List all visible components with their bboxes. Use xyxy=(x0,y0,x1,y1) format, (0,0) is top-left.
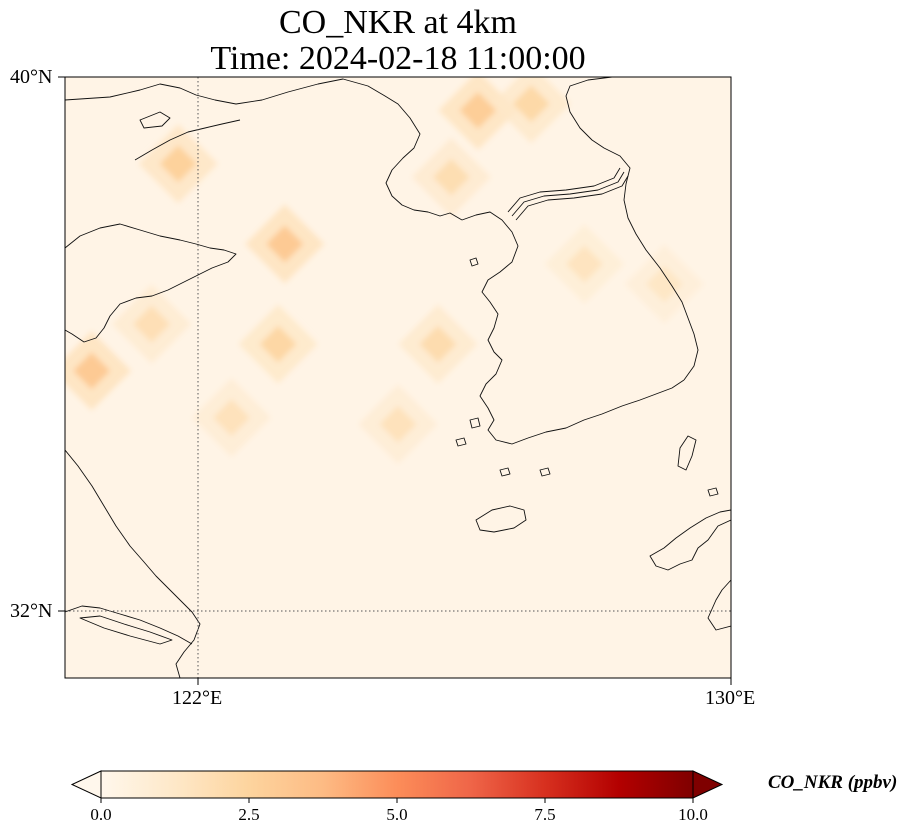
colorbar-tick-label-4: 10.0 xyxy=(678,805,708,824)
colorbar-max-extend xyxy=(692,770,724,799)
coastline-korea-east xyxy=(565,77,699,381)
coastline-kyushu-south xyxy=(707,579,731,631)
lon-label-122e: 122°E xyxy=(172,687,223,709)
hotspot-core-11 xyxy=(566,245,603,283)
hotspot-core-4 xyxy=(266,225,304,263)
hotspot-core-12 xyxy=(646,265,683,303)
coastline-shandong xyxy=(65,223,237,343)
coastline-islets xyxy=(455,257,719,497)
coastline-bohai-islands xyxy=(139,111,171,129)
colorbar xyxy=(70,770,724,803)
title-line-2: Time: 2024-02-18 11:00:00 xyxy=(210,40,586,77)
coastline-chongming xyxy=(79,615,173,645)
hotspot-core-7 xyxy=(259,325,297,363)
colorbar-tick-label-1: 2.5 xyxy=(238,805,260,824)
coastline-jeju xyxy=(475,505,527,533)
dmz-line-2 xyxy=(511,171,625,217)
colorbar-min-extend xyxy=(70,770,102,799)
hotspot-core-3 xyxy=(159,145,197,183)
dmz-line-3 xyxy=(515,175,629,221)
dmz-line-1 xyxy=(507,167,621,213)
map-frame xyxy=(64,76,732,679)
hotspot-core-6 xyxy=(73,352,111,390)
hotspot-core-1 xyxy=(512,85,550,123)
coastline-korea-west xyxy=(461,211,529,445)
lon-label-130e: 130°E xyxy=(705,687,756,709)
gridlines xyxy=(65,77,731,678)
colorbar-tick-label-2: 5.0 xyxy=(386,805,408,824)
hotspot-core-0 xyxy=(459,92,497,129)
coastline-bohai-west xyxy=(134,119,241,161)
lat-label-32n: 32°N xyxy=(10,600,53,622)
coastline-kyushu xyxy=(649,509,731,571)
axis-ticks xyxy=(58,76,732,685)
colorbar-label: CO_NKR (ppbv) xyxy=(768,772,898,793)
hotspot-core-5 xyxy=(133,305,170,343)
colorbar-gradient xyxy=(101,771,693,798)
hotspot-core-8 xyxy=(419,325,457,363)
coastline-jiangsu xyxy=(65,449,201,678)
hotspot-core-2 xyxy=(432,158,470,196)
hotspot-core-9 xyxy=(213,399,250,436)
title-line-1: CO_NKR at 4km xyxy=(279,4,517,41)
coastline-yangtze xyxy=(65,605,193,645)
coastline-liaodong xyxy=(65,78,463,221)
coastline-tsushima xyxy=(677,435,697,471)
colorbar-tick-label-0: 0.0 xyxy=(90,805,112,824)
lat-label-40n: 40°N xyxy=(10,66,53,88)
colorbar-tick-label-3: 7.5 xyxy=(534,805,556,824)
hotspot-core-10 xyxy=(379,405,417,443)
coastlines xyxy=(65,77,731,678)
concentration-field xyxy=(65,77,704,464)
coastline-korea-south xyxy=(527,379,685,439)
